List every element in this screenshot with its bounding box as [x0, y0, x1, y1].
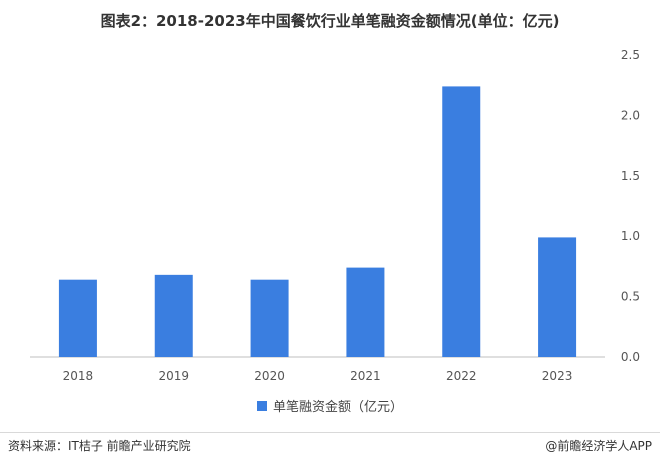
bar-2022 — [442, 86, 481, 358]
y-tick-label: 2.5 — [621, 48, 640, 62]
bar-2018 — [58, 279, 97, 357]
x-tick-label: 2018 — [63, 369, 94, 383]
source-note: 资料来源：IT桔子 前瞻产业研究院 — [8, 439, 191, 453]
bar-2020 — [250, 279, 289, 357]
legend-label: 单笔融资金额（亿元） — [272, 400, 403, 415]
y-tick-label: 0.0 — [621, 350, 640, 364]
brand-label: @前瞻经济学人APP — [545, 439, 652, 453]
y-tick-label: 1.0 — [621, 229, 640, 243]
x-tick-label: 2019 — [158, 369, 189, 383]
legend: 单笔融资金额（亿元） — [0, 396, 660, 415]
x-tick-label: 2021 — [350, 369, 381, 383]
x-tick-label: 2020 — [254, 369, 285, 383]
bar-2021 — [346, 267, 385, 357]
bar-2023 — [538, 237, 577, 357]
bar-2019 — [154, 274, 193, 357]
chart-title: 图表2：2018-2023年中国餐饮行业单笔融资金额情况(单位：亿元) — [100, 12, 560, 30]
x-tick-label: 2022 — [446, 369, 477, 383]
x-tick-label: 2023 — [542, 369, 573, 383]
y-tick-label: 0.5 — [621, 290, 640, 304]
footer: 资料来源：IT桔子 前瞻产业研究院 @前瞻经济学人APP — [0, 432, 660, 459]
legend-swatch — [256, 400, 267, 411]
y-tick-label: 2.0 — [621, 108, 640, 122]
y-tick-label: 1.5 — [621, 169, 640, 183]
